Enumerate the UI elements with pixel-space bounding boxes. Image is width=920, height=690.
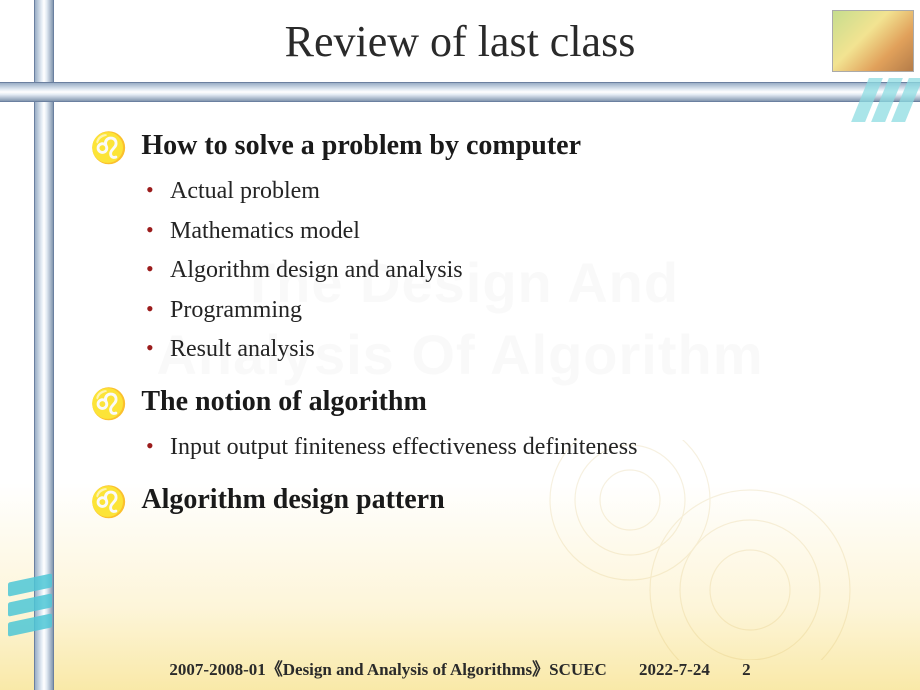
footer: 2007-2008-01《Design and Analysis of Algo… [0, 655, 920, 680]
decor-slashes-icon [860, 78, 914, 122]
section-3: ♌ Algorithm design pattern [90, 484, 870, 518]
section-1: ♌ How to solve a problem by computer Act… [90, 130, 870, 370]
section-heading: Algorithm design pattern [141, 484, 444, 516]
bullet-list: Actual problem Mathematics model Algorit… [146, 172, 870, 370]
footer-page: 2 [742, 660, 751, 679]
decor-bar-horizontal [0, 82, 920, 102]
section-2: ♌ The notion of algorithm Input output f… [90, 386, 870, 468]
list-item: Algorithm design and analysis [146, 251, 870, 291]
content-area: ♌ How to solve a problem by computer Act… [90, 130, 870, 534]
bullet-list: Input output finiteness effectiveness de… [146, 428, 870, 468]
list-item: Input output finiteness effectiveness de… [146, 428, 870, 468]
section-heading: How to solve a problem by computer [141, 130, 581, 162]
slide: The Design And Analysis Of Algorithm Rev… [0, 0, 920, 690]
leo-bullet-icon: ♌ [90, 134, 127, 164]
footer-date: 2022-7-24 [639, 660, 710, 679]
list-item: Mathematics model [146, 212, 870, 252]
section-heading: The notion of algorithm [141, 386, 426, 418]
leo-bullet-icon: ♌ [90, 488, 127, 518]
footer-course: 2007-2008-01《Design and Analysis of Algo… [169, 660, 606, 679]
list-item: Result analysis [146, 330, 870, 370]
list-item: Actual problem [146, 172, 870, 212]
slide-title: Review of last class [60, 16, 860, 67]
list-item: Programming [146, 291, 870, 331]
leo-bullet-icon: ♌ [90, 390, 127, 420]
decor-waves-icon [8, 578, 52, 632]
